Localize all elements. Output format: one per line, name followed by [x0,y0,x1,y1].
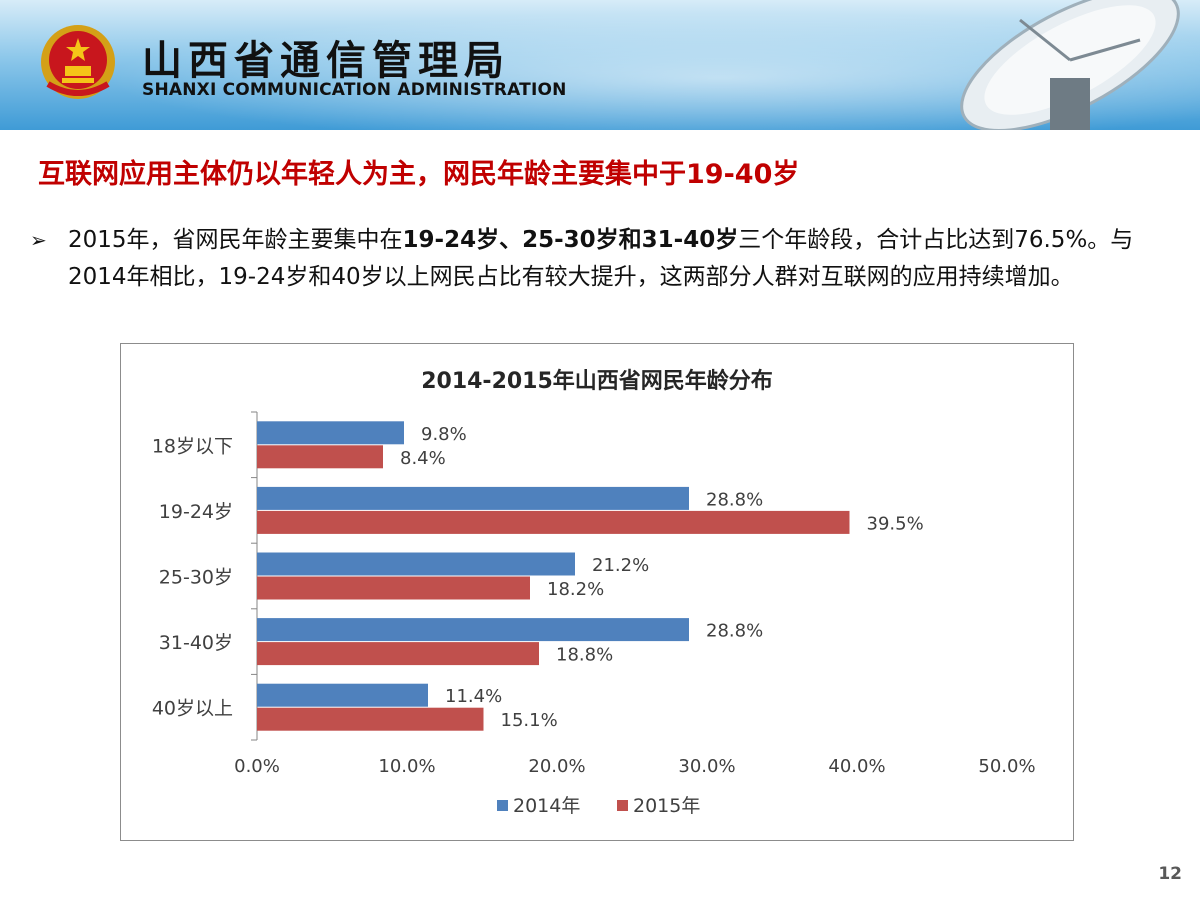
legend-swatch-2014年 [497,800,508,811]
data-label: 39.5% [867,513,924,534]
x-tick-label: 50.0% [978,756,1035,777]
bar-2014年-40岁以上 [257,683,428,707]
bullet-arrow-icon: ➢ [30,228,47,252]
data-label: 9.8% [421,424,467,445]
legend-label: 2014年 [513,795,580,817]
slide-headline: 互联网应用主体仍以年轻人为主，网民年龄主要集中于19-40岁 [38,159,800,190]
data-label: 18.8% [556,645,613,666]
bullet-text-part2: 三个年龄段，合计占比达到76.5%。与2014年相比，19-24岁和40岁以上网… [68,227,1134,290]
age-distribution-chart: 2014-2015年山西省网民年龄分布 18岁以下 9.8% 8.4% 19-24岁 28… [120,343,1074,841]
bullet-text: 2015年，省网民年龄主要集中在19-24岁、25-30岁和31-40岁三个年龄… [68,222,1140,296]
bar-2015年-19-24岁 [257,510,850,534]
x-tick-label: 0.0% [234,756,280,777]
bar-2015年-25-30岁 [257,576,530,600]
data-label: 8.4% [400,448,446,469]
data-label: 18.2% [547,579,604,600]
data-label: 11.4% [445,686,502,707]
satellite-dish-icon [960,0,1180,130]
x-tick-label: 40.0% [828,756,885,777]
legend-label: 2015年 [633,795,700,817]
y-tick-label: 31-40岁 [159,632,233,654]
bar-2014年-18岁以下 [257,421,404,445]
y-tick-label: 40岁以上 [152,698,233,720]
data-label: 15.1% [501,710,558,731]
chart-canvas: 2014-2015年山西省网民年龄分布 18岁以下 9.8% 8.4% 19-24岁 28… [152,368,1036,817]
bar-2015年-40岁以上 [257,707,484,731]
page-number: 12 [1158,864,1182,884]
slide-header: 山西省通信管理局 SHANXI COMMUNICATION ADMINISTRA… [0,0,1200,130]
y-tick-label: 25-30岁 [159,567,233,589]
bar-2015年-31-40岁 [257,642,539,666]
bullet-text-part1: 2015年，省网民年龄主要集中在 [68,227,403,253]
org-name-chinese: 山西省通信管理局 [142,38,510,84]
bullet-text-bold: 19-24岁、25-30岁和31-40岁 [402,227,739,253]
x-tick-label: 30.0% [678,756,735,777]
bar-2014年-19-24岁 [257,486,689,510]
legend-swatch-2015年 [617,800,628,811]
chart-title: 2014-2015年山西省网民年龄分布 [421,368,773,394]
bullet-paragraph: ➢ 2015年，省网民年龄主要集中在19-24岁、25-30岁和31-40岁三个… [30,222,1140,296]
y-tick-label: 18岁以下 [152,435,233,457]
org-name-english: SHANXI COMMUNICATION ADMINISTRATION [142,80,567,100]
bar-2014年-25-30岁 [257,552,575,576]
bar-2015年-18岁以下 [257,445,383,469]
data-label: 28.8% [706,621,763,642]
national-emblem-icon [41,25,115,99]
x-tick-label: 20.0% [528,756,585,777]
data-label: 28.8% [706,489,763,510]
data-label: 21.2% [592,555,649,576]
bar-2014年-31-40岁 [257,618,689,642]
y-tick-label: 19-24岁 [159,501,233,523]
x-tick-label: 10.0% [378,756,435,777]
